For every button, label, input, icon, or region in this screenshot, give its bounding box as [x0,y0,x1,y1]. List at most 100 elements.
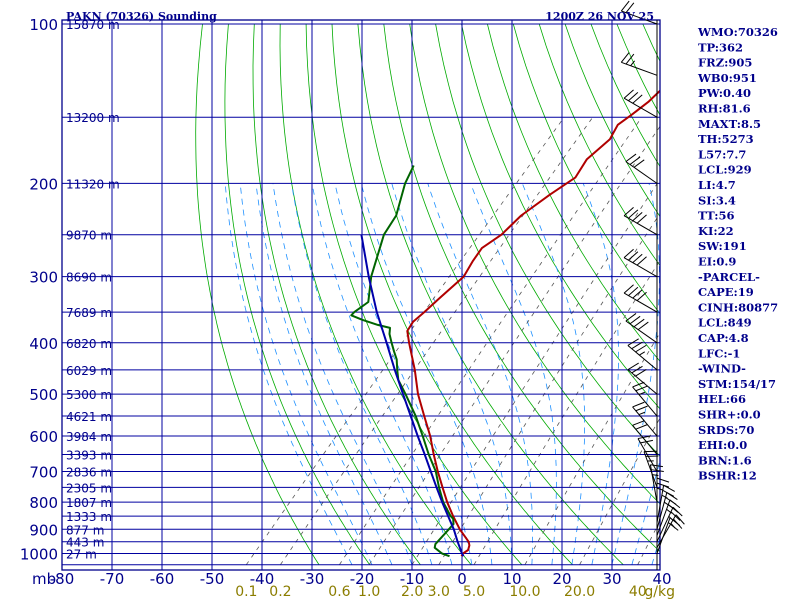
wind-barb-flag [629,315,641,325]
wind-barb-flag [635,405,648,412]
index-line: -WIND- [698,362,746,376]
index-line: CAP:4.8 [698,331,749,345]
wind-barb-staff [623,97,658,118]
wind-barb-flag [623,284,634,294]
temperature-tick-label: 0 [457,570,467,588]
mixing-ratio-label: 20.0 [564,584,595,600]
temperature-tick-label: -20 [350,570,375,588]
mixing-ratio-label: 1.0 [358,584,380,600]
wind-barb-half [668,515,674,522]
index-line: SW:191 [698,239,747,253]
temperature-profile [406,89,660,557]
wind-barb-flag [623,89,634,99]
wind-barb [637,435,658,472]
pressure-tick-label: 700 [29,463,58,481]
wind-barb-flag [636,256,647,266]
wind-barb [623,284,658,313]
wind-barb-half [652,474,659,477]
moist-adiabat [582,183,619,565]
dry-adiabat [305,23,523,565]
pressure-tick-label: 400 [29,335,58,353]
wind-barb-staff [656,492,668,530]
wind-barb-flag [670,511,681,521]
height-label: 3984 m [66,430,112,444]
wind-barb-flag [628,251,639,261]
mixing-ratio-line [339,116,643,565]
pressure-tick-label: 900 [29,521,58,539]
wind-barb-flag [651,469,664,473]
wind-barb-flag [635,369,647,377]
moist-adiabat [272,183,413,565]
dry-adiabat [357,23,624,565]
x-axis-unit-label: mb [32,570,56,588]
height-label: 2305 m [66,481,112,495]
wind-barb-flag [631,341,643,350]
index-line: STM:154/17 [698,377,776,391]
wind-barb-flag [625,153,637,163]
mixing-ratio-label: 0.1 [235,584,257,600]
height-label: 1807 m [66,496,112,510]
temperature-tick-label: 40 [652,570,671,588]
dry-adiabat [564,23,660,218]
mixing-ratio-line [579,417,660,565]
wind-barb-staff [623,292,658,313]
height-label: 5300 m [66,388,112,402]
temperature-tick-label: -40 [250,570,275,588]
wind-barb-flag [665,496,677,505]
dry-adiabat [746,24,800,565]
wind-barb-half [670,523,676,529]
wind-barb-flag [656,482,670,488]
mixing-ratio-label: 3.0 [428,584,450,600]
moist-adiabat [611,183,660,565]
wind-barb-flag [632,420,645,426]
wind-barb-flag [623,206,634,217]
wind-barb [632,381,658,417]
plot-frame [61,19,661,571]
wind-barb-flag [631,365,643,374]
mixing-ratio-label: 0.6 [328,584,350,600]
wind-barb-staff [656,507,674,542]
wind-barb-flag [673,518,683,529]
temperature-tick-label: -80 [50,570,75,588]
dry-adiabat [512,23,660,315]
index-line: TT:56 [698,209,735,223]
wind-barb [625,153,658,184]
index-line: LFC:-1 [698,346,740,360]
height-label: 9870 m [66,229,112,243]
height-label: 11320 m [66,177,120,191]
index-line: BRN:1.6 [698,453,752,467]
wind-barb-flag [627,362,639,371]
wind-barb-half [638,411,646,416]
grid-lines [62,20,800,570]
wind-barb [623,89,658,118]
temperature-tick-label: -10 [400,570,425,588]
wind-barb-staff [643,451,658,488]
wind-barb-flag [663,501,676,510]
wind-barb [632,401,658,437]
height-label: 877 m [66,523,104,537]
wind-barb-flag [632,401,645,408]
height-label: 443 m [66,536,104,550]
index-line: EI:0.9 [698,255,736,269]
wind-barb [632,420,658,455]
wind-barb-staff [627,369,658,395]
wind-barb-column [620,0,685,570]
wind-barb-staff [621,61,658,76]
dry-adiabat [538,23,660,267]
index-line: HEL:66 [698,392,746,406]
index-line: LCL:849 [698,316,752,330]
wind-barb-flag [629,156,641,165]
index-line: SRDS:70 [698,423,754,437]
dry-adiabat [279,23,472,565]
temperature-tick-label: 30 [602,570,621,588]
dry-adiabat [252,23,421,565]
index-line: BSHR:12 [698,469,757,483]
pressure-tick-label: 600 [29,428,58,446]
wind-barb-staff [625,161,658,184]
wind-barb-half [661,494,668,499]
height-label: 13200 m [66,111,120,125]
wind-barb-flag [628,286,639,296]
pressure-tick-label: 300 [29,269,58,287]
